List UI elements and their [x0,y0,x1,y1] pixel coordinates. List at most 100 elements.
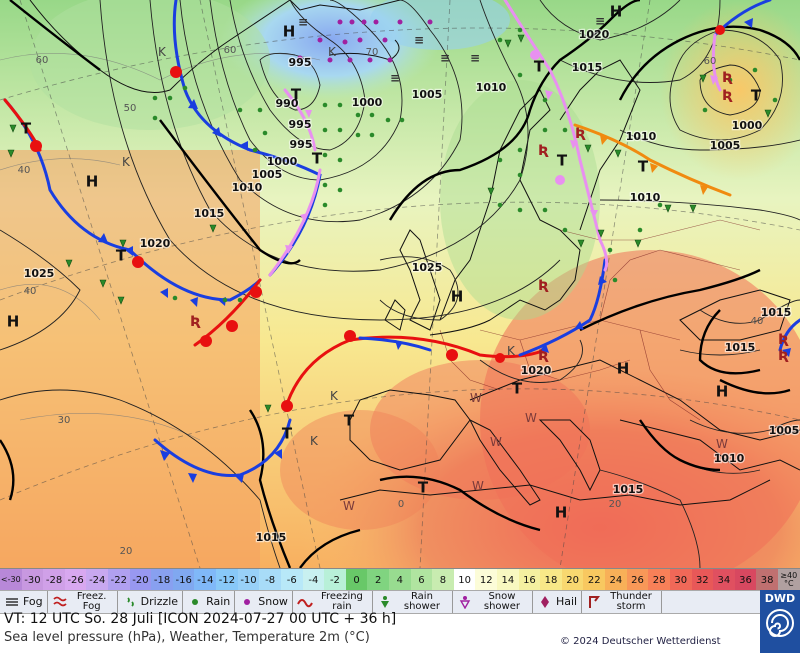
low-pressure-label: T [291,86,302,104]
legend-label: Thunder storm [610,591,652,612]
scale-cell: -16 [172,569,195,591]
svg-text:Ʀ: Ʀ [778,348,789,364]
scale-cell: -4 [302,569,325,591]
isobar-label: 1020 [140,237,171,250]
temperature-color-scale: <-30 -30 -28 -26 -24 -22 -20 -18 -16 -14 -12 -10 -8-… [0,568,800,591]
legend-label: Drizzle [140,595,179,608]
high-pressure-label: H [283,23,296,41]
scale-cell: 32 [691,569,714,591]
scale-cell: 4 [388,569,411,591]
legend-item-rain-shower: Rain shower [373,591,453,613]
thunderstorm-icon [586,594,602,610]
low-pressure-label: T [344,412,355,430]
isobar-label: 1000 [732,119,763,132]
dwd-logo-text: DWD [764,592,796,605]
high-pressure-label: H [451,288,464,306]
svg-text:K: K [310,434,319,448]
legend-item-rain: Rain [183,591,236,613]
isobar-label: 1015 [761,306,792,319]
isobar-label: 1000 [352,96,383,109]
isotherm-label: 60 [224,45,237,56]
scale-cell: 20 [561,569,584,591]
svg-text:K: K [122,155,131,169]
svg-text:W: W [525,411,537,425]
low-pressure-label: T [557,152,568,170]
dwd-spiral-icon [766,609,794,637]
scale-cell: 26 [626,569,649,591]
high-pressure-label: H [617,360,630,378]
scale-cell: 24 [605,569,627,591]
isotherm-label: 40 [751,316,764,327]
scale-cell: 0 [345,569,368,591]
scale-cell: -8 [259,569,281,591]
legend-label: Snow [258,595,288,608]
isobar-label: 1010 [630,191,661,204]
scale-cell: -12 [216,569,238,591]
isobar-label: 1005 [412,88,443,101]
isobar-label: 1025 [24,267,55,280]
legend-item-thunderstorm: Thunder storm [582,591,663,613]
snow-icon [239,594,255,610]
legend-label: Hail [555,595,578,608]
scale-cell: -28 [43,569,65,591]
snow-shower-icon [457,594,473,610]
svg-text:Ʀ: Ʀ [575,126,586,142]
scale-cell: 10 [453,569,476,591]
isobar-label: 1005 [710,139,741,152]
svg-text:K: K [158,45,167,59]
svg-text:W: W [472,479,484,493]
low-pressure-label: T [751,87,762,105]
isobar-label: 1015 [572,61,603,74]
svg-text:Ʀ: Ʀ [538,278,549,294]
legend-item-fog: Fog [0,591,48,613]
scale-cell: -24 [86,569,109,591]
dwd-logo: DWD [760,590,800,653]
scale-cell: ≥40 °C [777,569,800,591]
low-pressure-label: T [534,58,545,76]
legend-label: Freez. Fog [76,591,107,612]
high-pressure-label: H [610,3,623,21]
isobar-label-group: 9959909951000100010051005101010109951015… [22,27,800,546]
isobar-label: 1015 [613,483,644,496]
scale-cell: 2 [367,569,389,591]
svg-text:≡: ≡ [390,71,400,85]
isobar-label: 990 [276,97,299,110]
isotherm-label: 40 [18,165,31,176]
legend-item-freezing-rain: Freezing rain [293,591,373,613]
scale-cell: 18 [540,569,562,591]
low-pressure-label: T [21,120,32,138]
isobar-label: 1010 [476,81,507,94]
high-pressure-label: H [716,383,729,401]
scale-cell: <-30 [0,569,22,591]
svg-text:≡: ≡ [595,14,605,28]
scale-cell: 28 [648,569,670,591]
scale-cell: -6 [280,569,303,591]
svg-text:Ʀ: Ʀ [722,70,733,86]
svg-text:Ʀ: Ʀ [778,332,789,348]
svg-text:W: W [716,437,728,451]
rain-icon [187,594,203,610]
scale-cell: 30 [669,569,692,591]
isotherm-label: 20 [120,546,133,557]
scale-cell: -10 [237,569,260,591]
svg-text:Ʀ: Ʀ [190,314,201,330]
freezing-rain-icon [297,594,313,610]
map-subtitle: Sea level pressure (hPa), Weather, Tempe… [4,630,370,645]
svg-text:W: W [343,499,355,513]
scale-cell: 22 [583,569,606,591]
svg-text:≡: ≡ [414,33,424,47]
isotherm-label: 60 [36,55,49,66]
isotherm-label: 20 [609,499,622,510]
scale-cell: -26 [64,569,87,591]
valid-time-title: VT: 12 UTC So. 28 Juli [ICON 2024-07-27 … [4,611,397,627]
svg-text:W: W [490,435,502,449]
scale-cell: -2 [324,569,346,591]
isobar-label: 1000 [267,155,298,168]
scale-cell: 38 [756,569,778,591]
copyright-notice: © 2024 Deutscher Wetterdienst [560,636,721,647]
rain-shower-icon [377,594,393,610]
low-pressure-label: T [638,158,649,176]
legend-item-snow: Snow [235,591,293,613]
scale-cell: -20 [129,569,152,591]
scale-cell: 16 [518,569,541,591]
